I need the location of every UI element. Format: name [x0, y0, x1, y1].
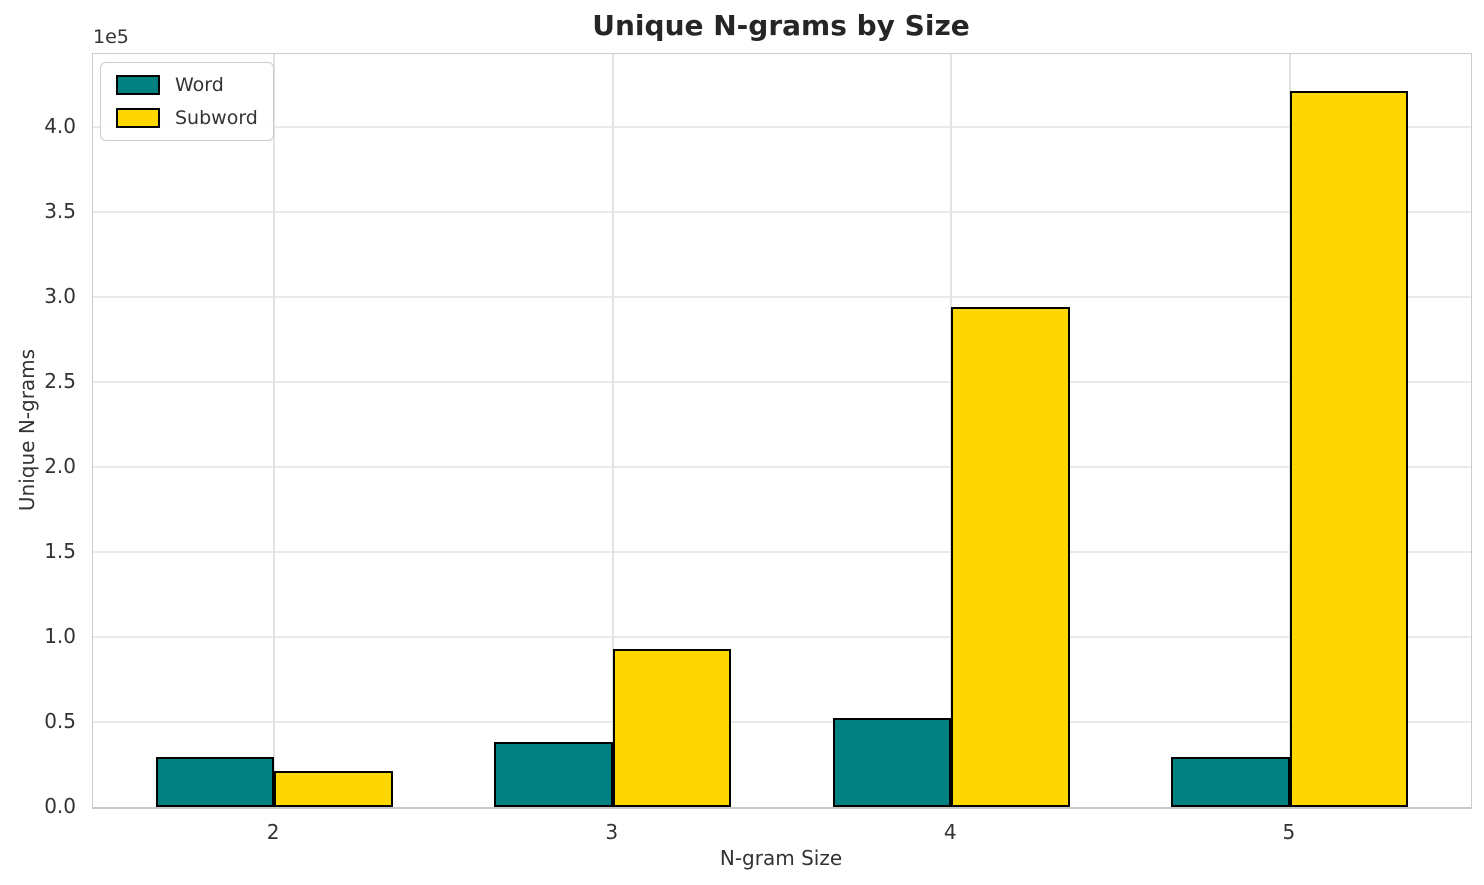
y-tick-label: 4.0: [44, 114, 76, 139]
legend-item-word: Word: [116, 74, 258, 96]
y-tick-label: 2.5: [44, 369, 76, 394]
bar-word-ngram-3: [494, 741, 613, 807]
y-tick-label: 3.0: [44, 284, 76, 309]
y-gridline: [93, 721, 1471, 723]
y-gridline: [93, 636, 1471, 639]
y-tick-label: 1.5: [44, 539, 76, 564]
y-tick-label: 0.5: [44, 709, 76, 733]
y-tick-label: 2.0: [44, 454, 76, 479]
x-axis-label: N-gram Size: [719, 846, 843, 870]
bar-subword-ngram-4: [951, 307, 1070, 807]
y-gridline: [93, 381, 1471, 384]
bar-word-ngram-5: [1171, 756, 1290, 807]
legend-label-subword: Subword: [175, 107, 258, 129]
y-gridline: [93, 211, 1471, 214]
x-tick-label: 2: [266, 820, 280, 844]
chart-title: Unique N-grams by Size: [592, 9, 970, 42]
bar-word-ngram-4: [832, 717, 952, 807]
x-gridline: [273, 54, 276, 807]
y-gridline: [93, 126, 1471, 129]
legend-item-subword: Subword: [116, 107, 258, 129]
legend-swatch-word: [116, 75, 160, 95]
y-gridline: [93, 551, 1471, 554]
bar-subword-ngram-2: [274, 771, 393, 807]
bar-subword-ngram-5: [1289, 90, 1409, 807]
plot-area: [92, 53, 1472, 809]
bar-word-ngram-2: [155, 756, 275, 807]
y-tick-label: 1.0: [44, 624, 76, 649]
legend-label-word: Word: [175, 74, 224, 96]
y-gridline: [93, 466, 1471, 469]
y-axis-offset-label: 1e5: [93, 26, 129, 48]
x-gridline: [611, 54, 614, 807]
y-tick-label: 3.5: [44, 199, 76, 224]
y-tick-label: 0.0: [44, 794, 76, 818]
x-tick-label: 3: [605, 820, 619, 844]
x-tick-label: 4: [943, 820, 957, 844]
bar-subword-ngram-3: [612, 648, 732, 807]
x-tick-label: 5: [1282, 820, 1296, 844]
y-gridline: [93, 296, 1471, 299]
legend-swatch-subword: [116, 108, 160, 128]
legend: Word Subword: [100, 62, 274, 141]
